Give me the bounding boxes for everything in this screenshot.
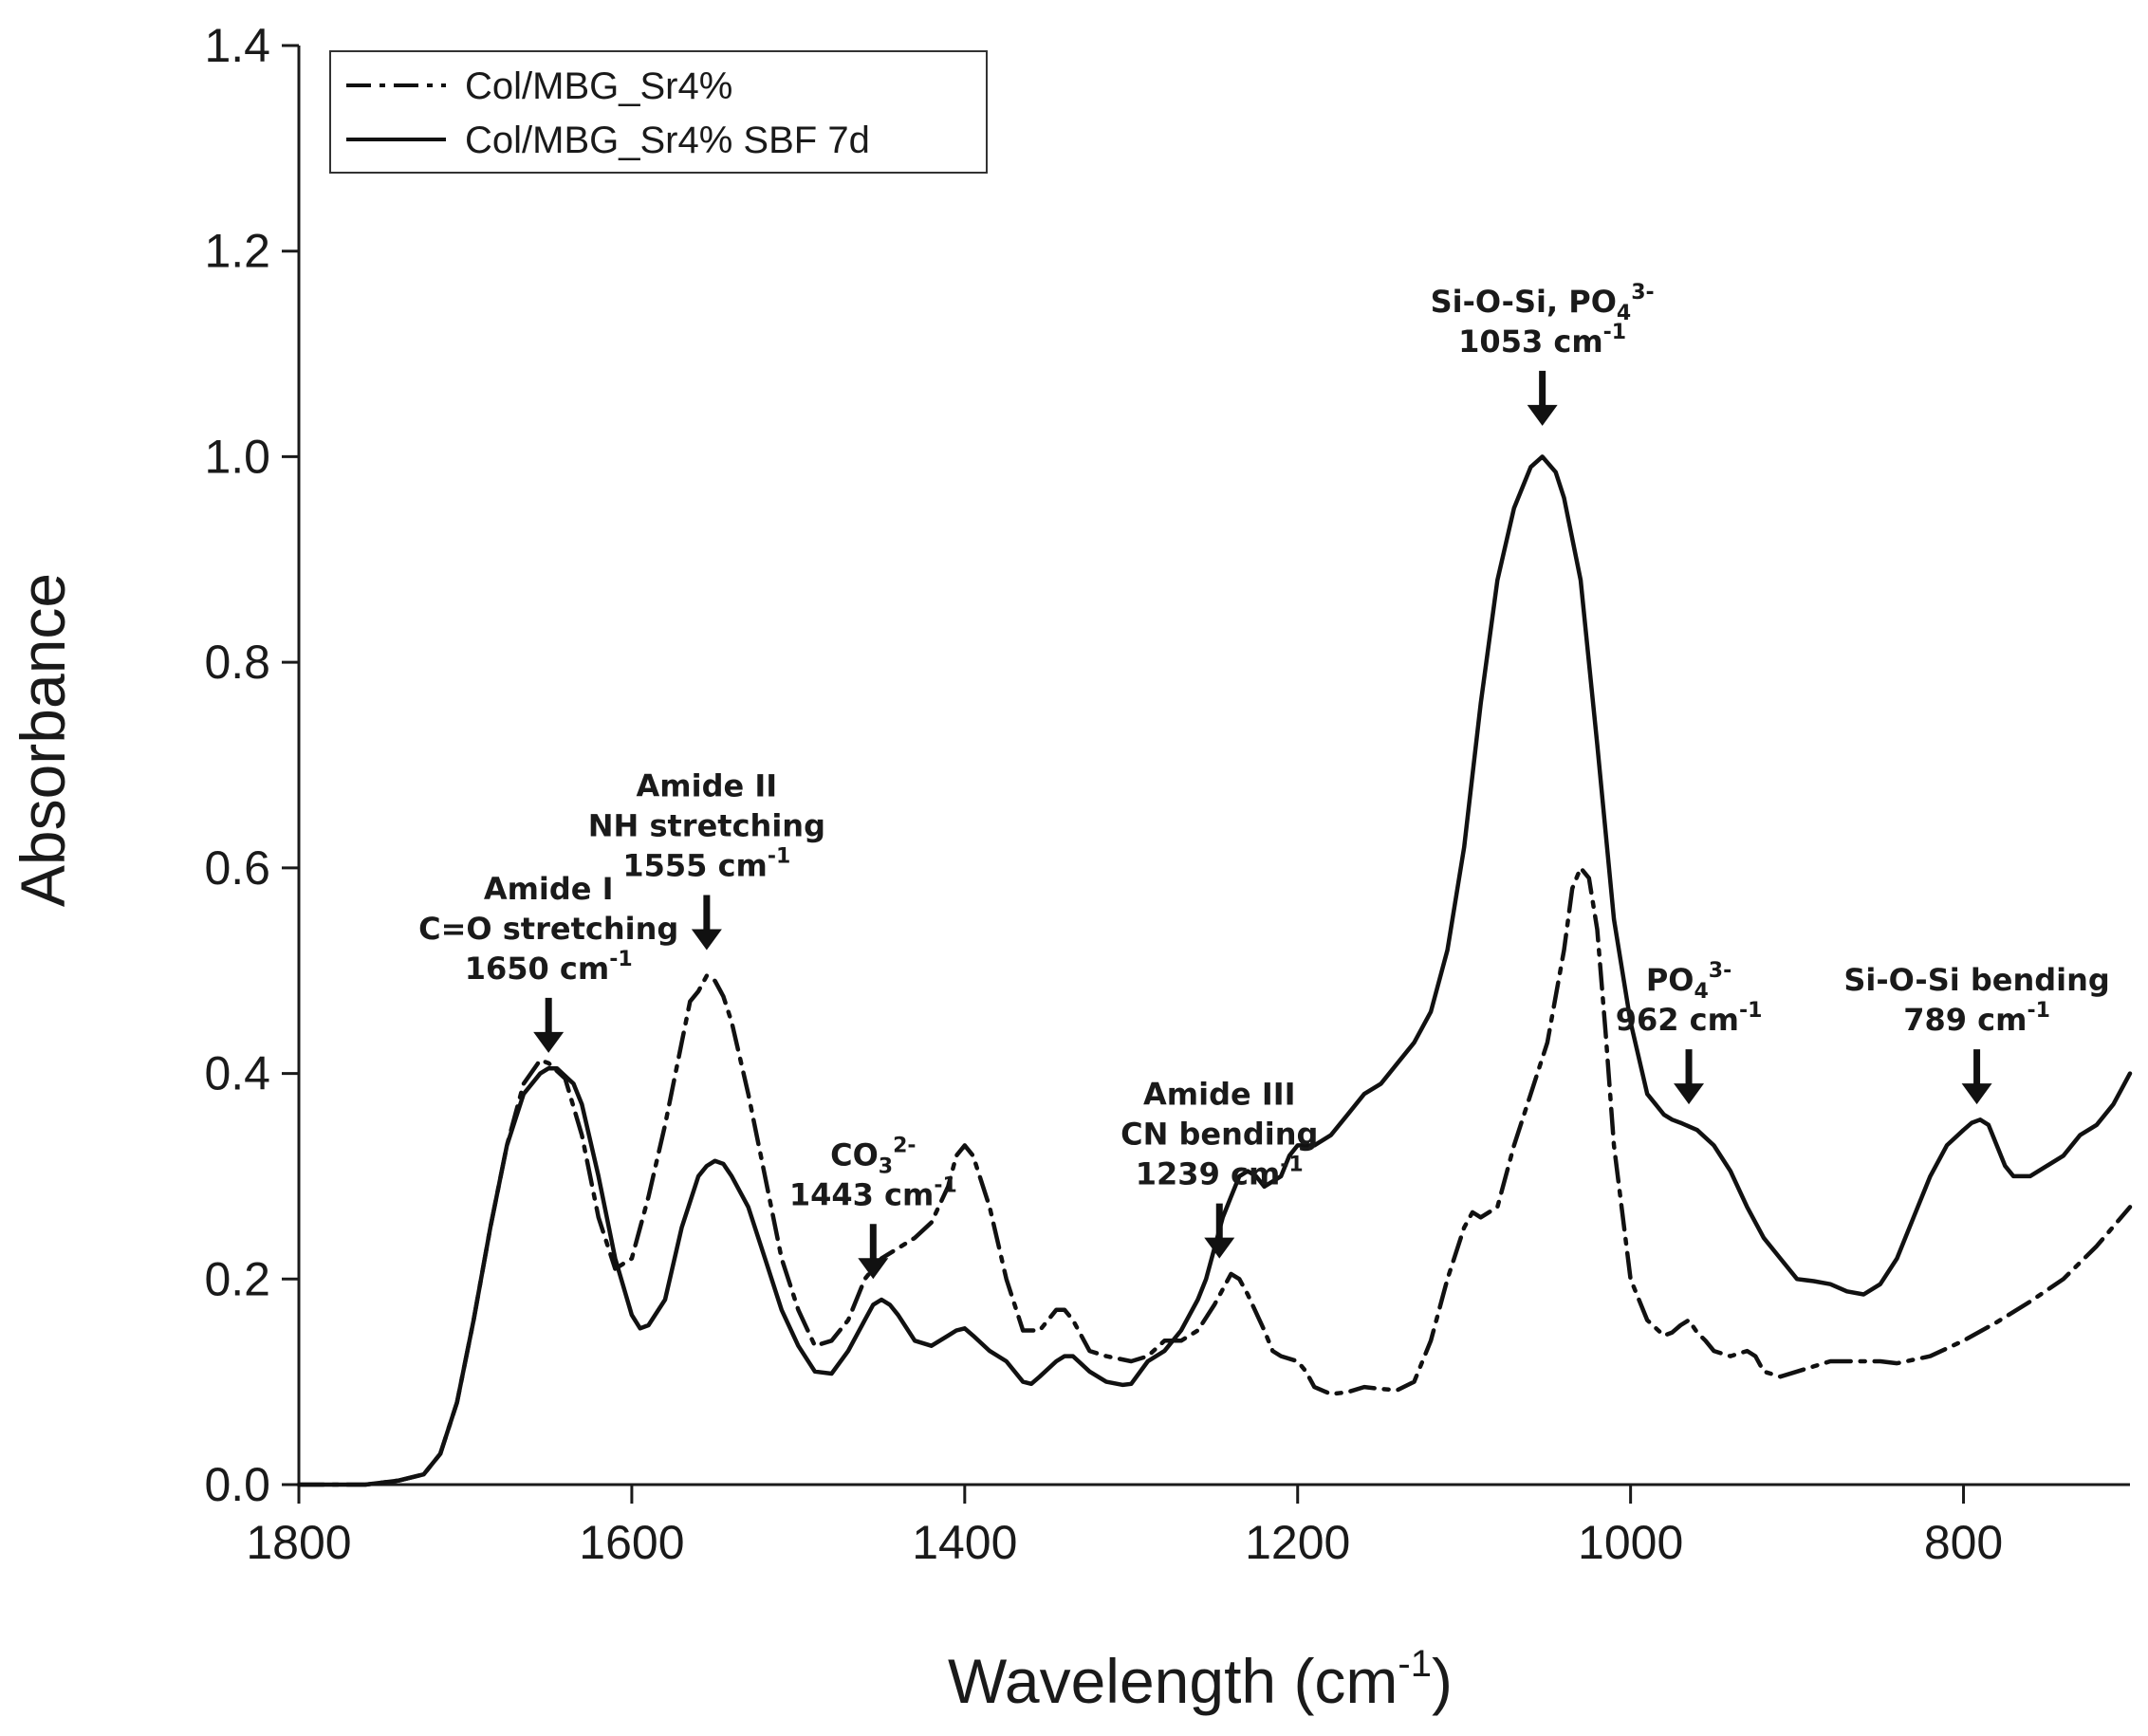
peak-annotation: Si-O-Si, PO43-1053 cm-1 [1431,281,1655,426]
x-tick-label: 1600 [579,1516,684,1569]
annotation-label: PO43- [1646,959,1731,1004]
annotation-label: Amide I [484,871,614,907]
annotation-label: 789 cm-1 [1903,999,2050,1038]
annotation-label: Amide II [637,768,778,804]
peak-annotation: CO32-1443 cm-1 [789,1134,957,1280]
annotation-arrowhead [1527,404,1558,426]
y-tick-label: 0.4 [204,1047,270,1100]
x-tick-label: 800 [1924,1516,2003,1569]
x-axis-title: Wavelength (cm-1) [948,1643,1453,1716]
annotation-label: 1443 cm-1 [789,1173,957,1212]
peak-annotation: PO43-962 cm-1 [1616,959,1763,1105]
annotation-label: 1555 cm-1 [622,845,790,884]
y-axis-title: Absorbance [8,573,78,907]
y-tick-label: 0.2 [204,1252,270,1305]
annotation-label: CN bending [1120,1117,1318,1153]
annotation-arrowhead [1204,1237,1235,1259]
y-ticks: 0.0 0.2 0.4 0.6 0.8 1.0 1.2 1.4 [204,19,299,1511]
annotation-label: 962 cm-1 [1616,999,1763,1038]
annotation-label: NH stretching [588,808,825,844]
x-tick-label: 1400 [912,1516,1017,1569]
y-tick-label: 0.8 [204,636,270,689]
legend-label-col-mbg-sr4: Col/MBG_Sr4% [465,65,732,107]
annotation-label: CO32- [830,1134,916,1178]
annotation-arrowhead [533,1031,565,1053]
y-tick-label: 0.6 [204,841,270,895]
annotation-label: Amide III [1143,1077,1296,1113]
annotation-label: Si-O-Si bending [1843,962,2109,998]
annotation-label: 1053 cm-1 [1458,321,1626,360]
legend-box [329,50,988,174]
annotation-arrowhead [1674,1083,1705,1105]
x-tick-label: 1000 [1578,1516,1683,1569]
legend: Col/MBG_Sr4% Col/MBG_Sr4% SBF 7d [329,50,988,174]
series-line-col-mbg-sr4 [296,865,2133,1487]
x-tick-label: 1800 [246,1516,351,1569]
annotation-label: C=O stretching [418,911,678,947]
y-tick-label: 1.0 [204,430,270,483]
annotation-arrowhead [858,1258,889,1280]
annotation-label: 1650 cm-1 [465,948,633,987]
x-ticks: 1800 1600 1400 1200 1000 800 [246,1485,2003,1569]
annotation-arrowhead [1961,1083,1992,1105]
x-tick-label: 1200 [1245,1516,1350,1569]
y-tick-label: 0.0 [204,1458,270,1511]
annotation-arrowhead [691,929,722,951]
legend-label-col-mbg-sr4-sbf-7d: Col/MBG_Sr4% SBF 7d [465,120,870,161]
y-tick-label: 1.2 [204,225,270,278]
series-layer [296,454,2133,1487]
series-line-col-mbg-sr4-sbf-7d [296,454,2133,1487]
annotation-label: 1239 cm-1 [1136,1154,1304,1192]
y-tick-label: 1.4 [204,19,270,72]
annotation-label: Si-O-Si, PO43- [1431,281,1655,325]
